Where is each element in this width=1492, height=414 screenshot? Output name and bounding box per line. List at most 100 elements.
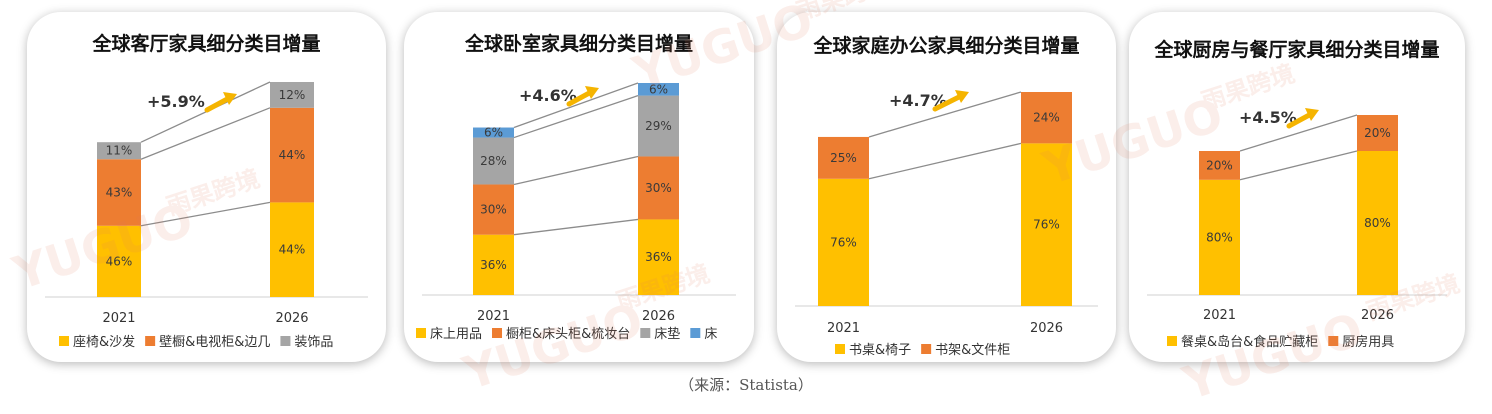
legend-swatch xyxy=(835,344,845,354)
source-note: （来源：Statista） xyxy=(679,376,813,394)
legend-label: 书架&文件柜 xyxy=(935,343,1010,358)
data-label: 30% xyxy=(645,181,672,195)
data-label: 80% xyxy=(1206,230,1233,244)
legend-label: 床上用品 xyxy=(430,327,482,342)
legend-label: 床垫 xyxy=(654,326,680,342)
x-tick-label: 2021 xyxy=(827,321,860,336)
chart-panel-kitchen-dining: 全球厨房与餐厅家具细分类目增量 80% 20% 2021 80% 20% 2026 +4.5%… xyxy=(1129,12,1465,362)
chart-svg: 全球家庭办公家具细分类目增量 76% 25% 2021 76% 24% 2026 +4.7% 书… xyxy=(795,34,1098,358)
bar-segment xyxy=(270,107,314,203)
growth-label: +5.9% xyxy=(147,92,205,111)
legend-swatch xyxy=(640,328,651,338)
data-label: 44% xyxy=(279,148,306,162)
bar-segment xyxy=(1357,151,1398,295)
data-label: 20% xyxy=(1364,126,1391,140)
growth-arrow xyxy=(932,92,966,112)
bar-segment xyxy=(473,184,514,235)
data-label: 29% xyxy=(645,119,672,133)
connector-line xyxy=(513,155,639,186)
connector-line xyxy=(140,201,271,227)
data-label: 43% xyxy=(106,186,133,200)
legend-swatch xyxy=(690,328,701,338)
bar-segment xyxy=(1199,151,1240,180)
data-label: 20% xyxy=(1206,158,1233,172)
legend-label: 座椅&沙发 xyxy=(73,334,135,350)
bar-segment xyxy=(638,83,679,96)
growth-label: +4.6% xyxy=(519,86,577,105)
chart-svg: 全球客厅家具细分类目增量 46% 43% 11% 2021 44% 44% 12% 2026 +5… xyxy=(45,32,368,350)
data-label: 6% xyxy=(484,126,503,140)
connector-line xyxy=(1239,114,1358,152)
x-tick-label: 2026 xyxy=(1030,321,1063,336)
chart-title: 全球厨房与餐厅家具细分类目增量 xyxy=(1153,38,1439,61)
bar-segment xyxy=(270,202,314,297)
legend-label: 餐桌&岛台&食品贮藏柜 xyxy=(1181,334,1318,350)
connector-line xyxy=(513,94,639,139)
data-label: 80% xyxy=(1364,216,1391,230)
data-label: 24% xyxy=(1033,111,1060,125)
data-label: 36% xyxy=(480,258,507,272)
data-label: 25% xyxy=(830,151,857,165)
legend-swatch xyxy=(59,336,69,346)
connector-line xyxy=(513,218,639,236)
legend-swatch xyxy=(921,344,932,354)
data-label: 76% xyxy=(1033,218,1060,232)
data-label: 12% xyxy=(279,88,306,102)
bar-segment xyxy=(638,156,679,220)
legend-label: 橱柜&床头柜&梳妆台 xyxy=(506,327,630,342)
legend-swatch xyxy=(1328,336,1339,346)
legend-label: 装饰品 xyxy=(294,335,333,350)
bar-segment xyxy=(1021,143,1072,306)
data-label: 76% xyxy=(830,235,857,249)
bar-segment xyxy=(97,159,141,226)
connector-line xyxy=(868,142,1022,180)
bar-segment xyxy=(638,219,679,295)
data-label: 28% xyxy=(480,154,507,168)
connector-line xyxy=(1239,150,1358,181)
legend-label: 壁橱&电视柜&边几 xyxy=(159,335,270,350)
data-label: 46% xyxy=(106,254,133,268)
legend-label: 床 xyxy=(704,327,717,342)
chart-svg: 全球厨房与餐厅家具细分类目增量 80% 20% 2021 80% 20% 2026 +4.5%… xyxy=(1147,38,1447,350)
data-label: 6% xyxy=(649,82,668,96)
bar-segment xyxy=(473,137,514,185)
chart-title: 全球家庭办公家具细分类目增量 xyxy=(812,34,1079,57)
data-label: 11% xyxy=(106,144,133,158)
legend-label: 书桌&椅子 xyxy=(849,343,911,358)
growth-label: +4.5% xyxy=(1239,108,1297,127)
data-label: 44% xyxy=(279,243,306,257)
growth-arrow-head xyxy=(585,86,599,99)
chart-svg: 全球卧室家具细分类目增量 36% 30% 28% 6% 2021 36% 30% 29% 6% 20… xyxy=(416,32,736,342)
chart-title: 全球卧室家具细分类目增量 xyxy=(464,32,693,55)
chart-panel-living-room: 全球客厅家具细分类目增量 46% 43% 11% 2021 44% 44% 12% 2026 +5… xyxy=(27,12,386,362)
bar-segment xyxy=(270,82,314,108)
x-tick-label: 2021 xyxy=(477,309,510,324)
bar-segment xyxy=(97,142,141,160)
legend-swatch xyxy=(280,336,291,346)
bar-segment xyxy=(1357,115,1398,151)
x-tick-label: 2021 xyxy=(1203,308,1236,323)
legend-swatch xyxy=(492,328,503,338)
x-tick-label: 2021 xyxy=(102,311,135,326)
bar-segment xyxy=(638,95,679,157)
legend-swatch xyxy=(1167,336,1177,346)
x-tick-label: 2026 xyxy=(642,309,675,324)
chart-panel-home-office: 全球家庭办公家具细分类目增量 76% 25% 2021 76% 24% 2026 +4.7% 书… xyxy=(777,12,1116,362)
growth-label: +4.7% xyxy=(889,91,947,110)
legend-swatch xyxy=(416,328,426,338)
x-tick-label: 2026 xyxy=(275,311,308,326)
bar-segment xyxy=(1021,92,1072,144)
growth-arrow-head xyxy=(1305,108,1319,121)
chart-panel-bedroom: 全球卧室家具细分类目增量 36% 30% 28% 6% 2021 36% 30% 29% 6% 20… xyxy=(404,12,754,362)
bar-segment xyxy=(97,225,141,297)
connector-line xyxy=(513,82,639,129)
legend-swatch xyxy=(145,336,156,346)
growth-arrow-head xyxy=(223,92,237,105)
x-tick-label: 2026 xyxy=(1361,308,1394,323)
bar-segment xyxy=(1199,179,1240,295)
data-label: 30% xyxy=(480,203,507,217)
bar-segment xyxy=(818,136,869,179)
connector-line xyxy=(140,107,271,160)
legend-label: 厨房用具 xyxy=(1342,334,1394,350)
bar-segment xyxy=(473,234,514,295)
